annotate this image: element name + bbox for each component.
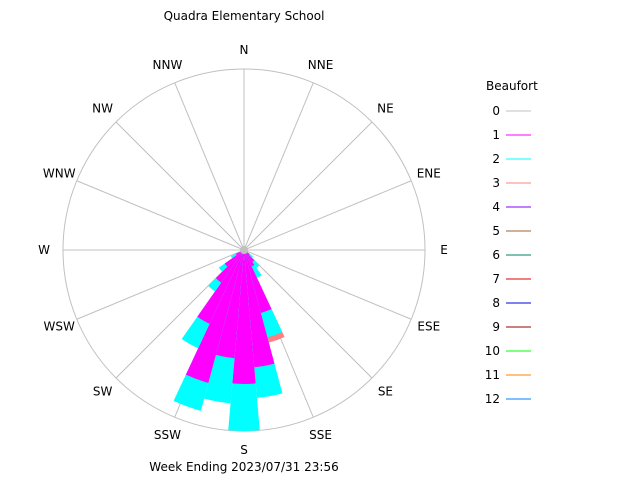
compass-label-n: N: [240, 43, 249, 57]
compass-label-se: SE: [378, 384, 393, 398]
legend-label-10: 10: [485, 344, 500, 358]
spoke-line: [243, 249, 373, 379]
spoke-line: [174, 82, 245, 251]
wedge-beaufort-1-160: [244, 250, 272, 313]
compass-labels: N NNE NE ENE E ESE SE SSE S SSW SW WSW W WNW NW NNW: [38, 43, 448, 457]
spoke-line: [243, 180, 412, 251]
compass-label-ne: NE: [377, 102, 394, 116]
wedge-beaufort-1-170: [244, 250, 275, 368]
wedge-beaufort-1-190: [215, 250, 244, 359]
legend-label-2: 2: [492, 152, 500, 166]
compass-label-nnw: NNW: [153, 58, 183, 72]
calm-center: [240, 246, 248, 254]
compass-label-e: E: [440, 243, 448, 257]
compass-label-sw: SW: [93, 384, 113, 398]
wedge-beaufort-1-230: [224, 250, 244, 267]
compass-label-wnw: WNW: [43, 166, 76, 180]
spoke-line: [243, 121, 373, 251]
compass-label-ssw: SSW: [154, 428, 181, 442]
wedge-beaufort-1-200: [185, 250, 244, 383]
wind-wedges: [173, 246, 285, 432]
legend-label-1: 1: [492, 128, 500, 142]
wedge-beaufort-1-220: [215, 250, 244, 283]
compass-label-w: W: [38, 243, 50, 257]
spoke-line: [243, 82, 314, 251]
legend-label-11: 11: [485, 368, 500, 382]
compass-label-nne: NNE: [308, 58, 334, 72]
spoke-line: [243, 249, 412, 320]
legend-label-12: 12: [485, 392, 500, 406]
spoke-line: [76, 249, 245, 320]
compass-label-wsw: WSW: [44, 320, 75, 334]
compass-label-nw: NW: [92, 102, 113, 116]
compass-label-sse: SSE: [309, 428, 332, 442]
wedge-beaufort-1-180: [232, 250, 256, 384]
legend-label-9: 9: [492, 320, 500, 334]
legend-title: Beaufort: [486, 79, 538, 93]
legend-label-8: 8: [492, 296, 500, 310]
legend-label-3: 3: [492, 176, 500, 190]
compass-label-ese: ESE: [417, 320, 440, 334]
chart-subtitle: Week Ending 2023/07/31 23:56: [149, 460, 338, 474]
legend-label-0: 0: [492, 104, 500, 118]
spoke-line: [76, 180, 245, 251]
wedge-beaufort-1-150: [244, 250, 255, 267]
legend-label-5: 5: [492, 224, 500, 238]
legend-label-4: 4: [492, 200, 500, 214]
wedge-beaufort-1-210: [197, 250, 244, 324]
legend-label-6: 6: [492, 248, 500, 262]
compass-label-ene: ENE: [417, 166, 441, 180]
spoke-line: [115, 121, 245, 251]
compass-label-s: S: [240, 443, 248, 457]
chart-title: Quadra Elementary School: [164, 9, 325, 23]
legend-label-7: 7: [492, 272, 500, 286]
